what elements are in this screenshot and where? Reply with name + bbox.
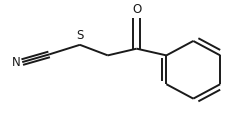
Text: S: S xyxy=(76,29,83,42)
Text: N: N xyxy=(12,56,20,69)
Text: O: O xyxy=(132,3,141,16)
